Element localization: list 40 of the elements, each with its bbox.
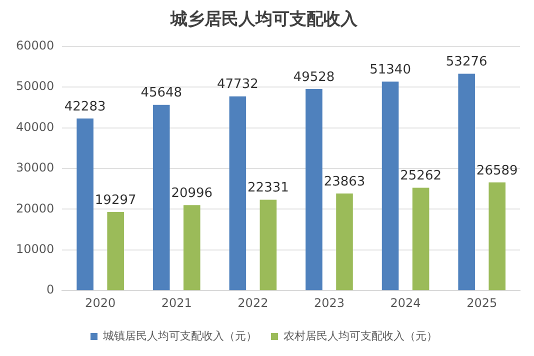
data-label: 51340 bbox=[370, 62, 411, 78]
y-tick-label: 20000 bbox=[16, 201, 54, 216]
bar bbox=[458, 74, 475, 290]
x-tick-label: 2025 bbox=[466, 296, 498, 310]
data-label: 26589 bbox=[476, 163, 518, 178]
bar bbox=[412, 188, 430, 290]
data-label: 23863 bbox=[324, 174, 366, 190]
bar bbox=[229, 96, 246, 290]
bar bbox=[107, 212, 124, 290]
x-tick-label: 2023 bbox=[314, 296, 345, 310]
data-label: 47732 bbox=[216, 77, 258, 92]
data-label: 49528 bbox=[293, 70, 335, 85]
bar bbox=[152, 104, 170, 290]
bar bbox=[260, 200, 277, 290]
data-label: 20996 bbox=[171, 186, 213, 202]
bar bbox=[184, 205, 200, 290]
data-label: 22331 bbox=[248, 180, 289, 196]
y-tick-label: 50000 bbox=[16, 79, 54, 94]
x-tick-label: 2020 bbox=[85, 296, 116, 310]
legend-label: 城镇居民人均可支配收入（元） bbox=[102, 329, 257, 342]
x-tick-label: 2021 bbox=[161, 296, 192, 310]
bar bbox=[76, 118, 94, 290]
data-label: 42283 bbox=[64, 99, 106, 114]
y-tick-label: 10000 bbox=[16, 242, 54, 256]
data-label: 25262 bbox=[400, 168, 442, 184]
legend-label: 农村居民人均可支配收入（元） bbox=[284, 329, 438, 342]
chart-title: 城乡居民人均可支配收入 bbox=[170, 10, 358, 30]
y-tick-label: 30000 bbox=[16, 160, 54, 175]
data-label: 19297 bbox=[94, 192, 136, 208]
bar bbox=[336, 193, 353, 290]
bar bbox=[382, 82, 399, 290]
y-tick-label: 60000 bbox=[16, 38, 54, 53]
x-tick-label: 2022 bbox=[238, 296, 268, 310]
y-tick-label: 0 bbox=[46, 282, 54, 297]
bar bbox=[306, 89, 322, 290]
data-label: 53276 bbox=[446, 54, 488, 70]
data-label: 45648 bbox=[140, 86, 182, 101]
bar bbox=[488, 182, 506, 290]
y-tick-label: 40000 bbox=[16, 120, 54, 134]
x-tick-label: 2024 bbox=[390, 296, 421, 310]
